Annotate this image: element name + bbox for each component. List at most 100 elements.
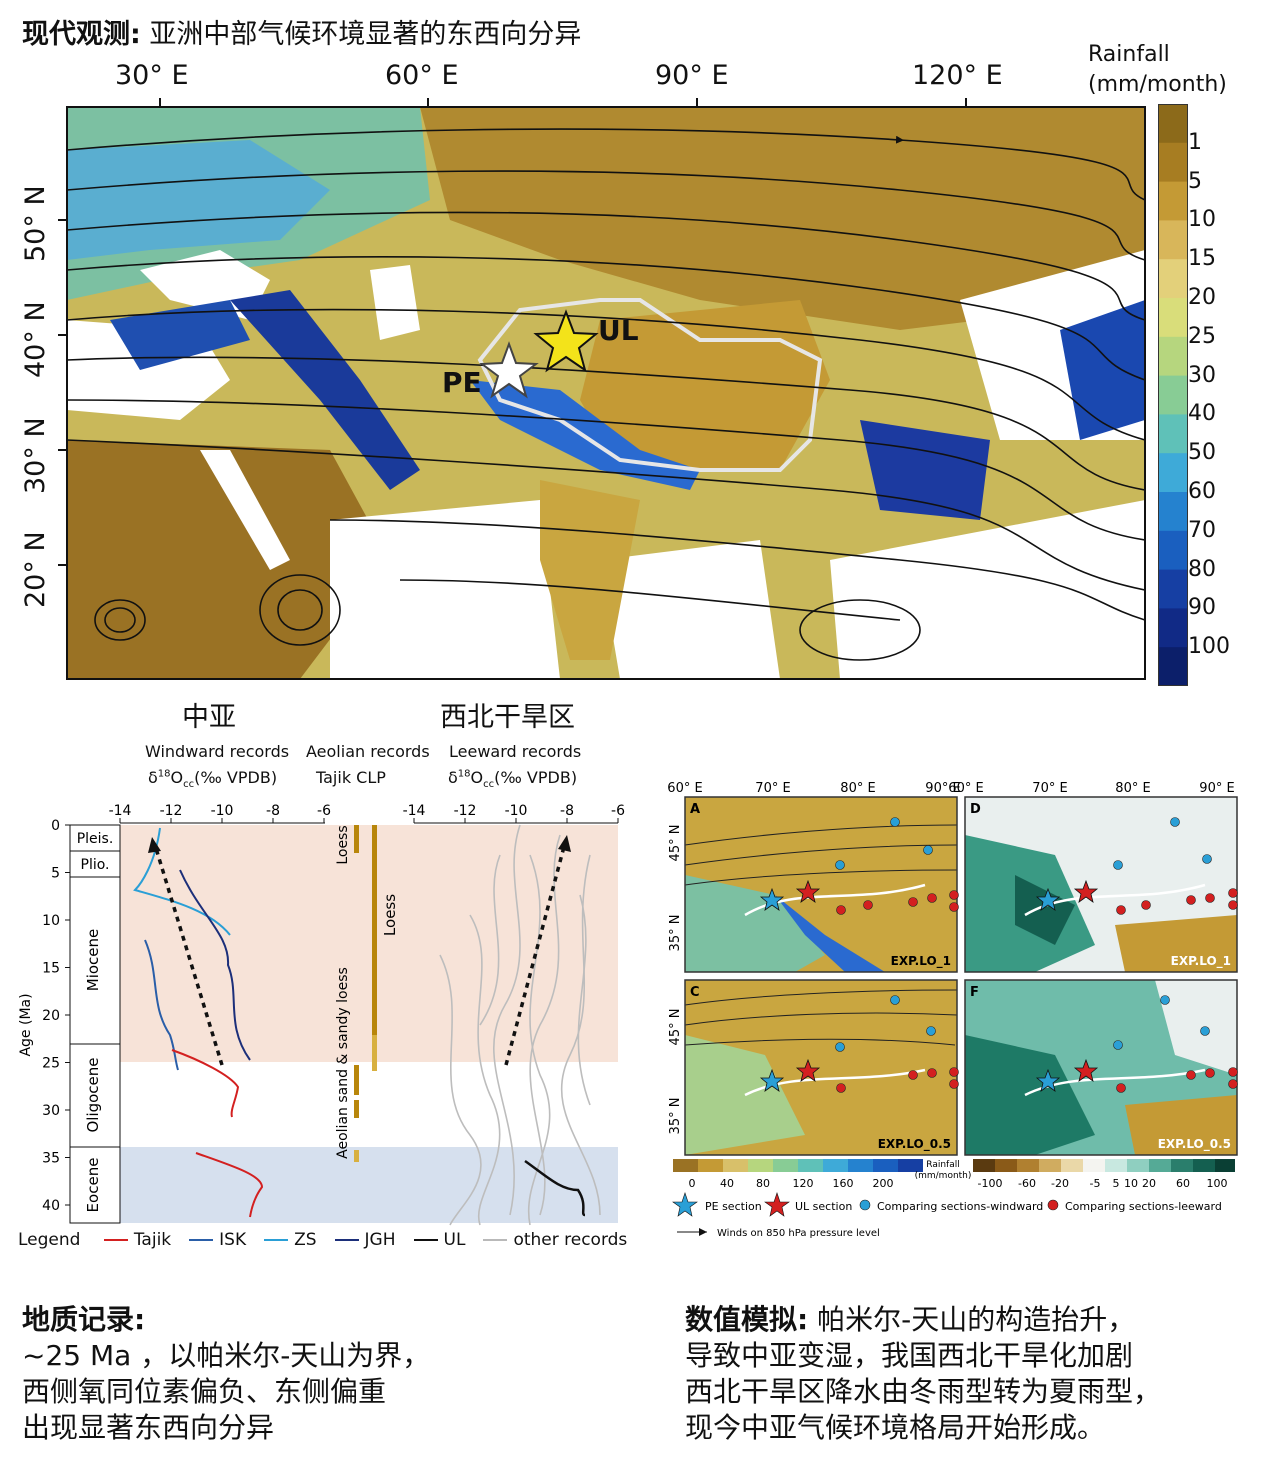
- panel-f-letter: F: [970, 985, 979, 1000]
- map-frame: [66, 106, 1146, 680]
- panel-f: [964, 979, 1238, 1156]
- ul-star-d-icon: [1073, 879, 1099, 903]
- south-china-sea: [830, 500, 1145, 679]
- jgh-record-line: [179, 869, 251, 1061]
- colorbar-block-4: [1158, 259, 1188, 299]
- panel-d-label: EXP.LO_1: [1171, 954, 1231, 969]
- age-tick-35: 35: [42, 1151, 60, 1167]
- japan-wet: [1060, 300, 1145, 440]
- model-diff-tick-20: 20: [1142, 1177, 1156, 1190]
- region-nw-arid: 西北干旱区: [440, 702, 575, 733]
- legend-item-4: UL: [413, 1230, 465, 1250]
- model-diff-tick-100: 100: [1207, 1177, 1228, 1190]
- age-tick-40: 40: [42, 1198, 60, 1214]
- sahara-arabia-dry: [67, 440, 390, 679]
- aeolian-sand-label: Aeolian sand & sandy loess: [335, 967, 351, 1159]
- model-rain-tick-0: 0: [689, 1177, 696, 1190]
- ul-site-label: UL: [598, 314, 639, 347]
- panel-a-label: EXP.LO_1: [891, 954, 951, 969]
- model-site-markers: [759, 879, 1099, 1092]
- colorbar-block-12: [1158, 569, 1188, 609]
- colorbar-block-9: [1158, 453, 1188, 493]
- panel-a: [684, 796, 958, 973]
- clp-loess-bar-dashed: [372, 1035, 377, 1071]
- wind-streamlines: [67, 128, 1145, 661]
- colorbar-title-line2: (mm/month): [1088, 72, 1227, 97]
- model-diff-tick-5: 5: [1113, 1177, 1120, 1190]
- model-rain-tick-40: 40: [720, 1177, 734, 1190]
- legend-windward-dot-icon: [859, 1199, 871, 1211]
- epoch-miocene: Miocene: [84, 929, 102, 992]
- legend-swatch-1: [189, 1239, 214, 1241]
- lon-label-120e: 120° E: [912, 60, 1003, 91]
- bay-of-bengal: [600, 540, 780, 679]
- west-blue-region: [67, 140, 330, 260]
- pe-star-c-icon: [759, 1068, 785, 1092]
- epoch-pleistocene: Pleis.: [77, 831, 114, 847]
- windward-trend-arrowhead-icon: [148, 837, 161, 853]
- lon-label-60e: 60° E: [385, 60, 459, 91]
- region-central-asia: 中亚: [182, 702, 236, 733]
- model-rain-unit-1: Rainfall: [926, 1160, 959, 1170]
- model-diff-tick-60: 60: [1176, 1177, 1190, 1190]
- lon-label-90e: 90° E: [655, 60, 729, 91]
- model-head: 数值模拟:: [685, 1303, 809, 1336]
- aeolian-sub-label: Tajik CLP: [316, 768, 386, 787]
- leeward-x-tick-2: -10: [505, 803, 528, 819]
- model-rain-unit-2: (mm/month): [915, 1171, 972, 1181]
- model-lon-80e-left: 80° E: [840, 781, 875, 796]
- age-tick-20: 20: [42, 1008, 60, 1024]
- colorbar-tick-50: 50: [1188, 440, 1216, 466]
- ul-record-line: [524, 1159, 586, 1217]
- legend-windward-sections: Comparing sections-windward: [877, 1200, 1043, 1213]
- model-rainfall-colorbar: [673, 1159, 923, 1172]
- model-lat-35n-top: 35° N: [668, 915, 683, 952]
- colorbar-tick-15: 15: [1188, 246, 1216, 272]
- legend-label-2: ZS: [294, 1230, 317, 1250]
- geology-line-2: 西侧氧同位素偏负、东侧偏重: [22, 1375, 387, 1408]
- geology-line-3: 出现显著东西向分异: [22, 1411, 275, 1444]
- model-diff-tick-m100: -100: [978, 1177, 1003, 1190]
- colorbar-block-8: [1158, 414, 1188, 454]
- title-bold: 现代观测:: [22, 19, 141, 50]
- windward-dots: [835, 817, 1212, 1052]
- age-tick-30: 30: [42, 1103, 60, 1119]
- leeward-x-tick-4: -6: [611, 803, 625, 819]
- legend-swatch-4: [413, 1239, 438, 1241]
- red-sea: [200, 450, 290, 570]
- panel-c-label: EXP.LO_0.5: [878, 1137, 951, 1152]
- model-lat-45n-top: 45° N: [668, 825, 683, 862]
- leeward-x-tick-0: -14: [403, 803, 426, 819]
- legend-item-1: ISK: [189, 1230, 246, 1250]
- legend-swatch-2: [264, 1239, 289, 1241]
- leeward-trend-arrowhead-icon: [558, 835, 571, 852]
- legend-label-1: ISK: [219, 1230, 247, 1250]
- geology-summary: 地质记录: ~25 Ma ，以帕米尔-天山为界， 西侧氧同位素偏负、东侧偏重 出…: [22, 1302, 430, 1446]
- legend-wind-arrow-icon: [699, 1228, 707, 1236]
- colorbar-block-5: [1158, 298, 1188, 338]
- legend-item-5: other records: [483, 1230, 627, 1250]
- age-tick-25: 25: [42, 1056, 60, 1072]
- legend-title: Legend: [18, 1230, 81, 1250]
- model-lon-60e-right: 60° E: [948, 781, 983, 796]
- tajik-record-upper: [171, 1049, 240, 1118]
- windward-x-tick-1: -12: [160, 803, 183, 819]
- arabian-sea: [330, 500, 560, 679]
- colorbar-tick-70: 70: [1188, 517, 1216, 543]
- age-tick-10: 10: [42, 913, 60, 929]
- legend-ul-section: UL section: [795, 1200, 852, 1213]
- ul-star-a-icon: [795, 879, 821, 903]
- dry-north-region: [420, 107, 1145, 330]
- legend-label-0: Tajik: [133, 1230, 172, 1250]
- pe-star-icon: [479, 341, 539, 399]
- title-rest: 亚洲中部气候环境显著的东西向分异: [140, 19, 582, 50]
- tibet-outline: [477, 298, 823, 472]
- windward-x-tick-3: -8: [266, 803, 280, 819]
- model-line-1: 导致中亚变湿，我国西北干旱化加剧: [685, 1339, 1134, 1372]
- colorbar: [1158, 104, 1188, 686]
- colorbar-block-11: [1158, 530, 1188, 571]
- leeward-trend-line: [504, 842, 567, 1066]
- model-lon-80e-right: 80° E: [1115, 781, 1150, 796]
- legend-swatch-0: [103, 1239, 128, 1241]
- model-lon-60e-left: 60° E: [667, 781, 702, 796]
